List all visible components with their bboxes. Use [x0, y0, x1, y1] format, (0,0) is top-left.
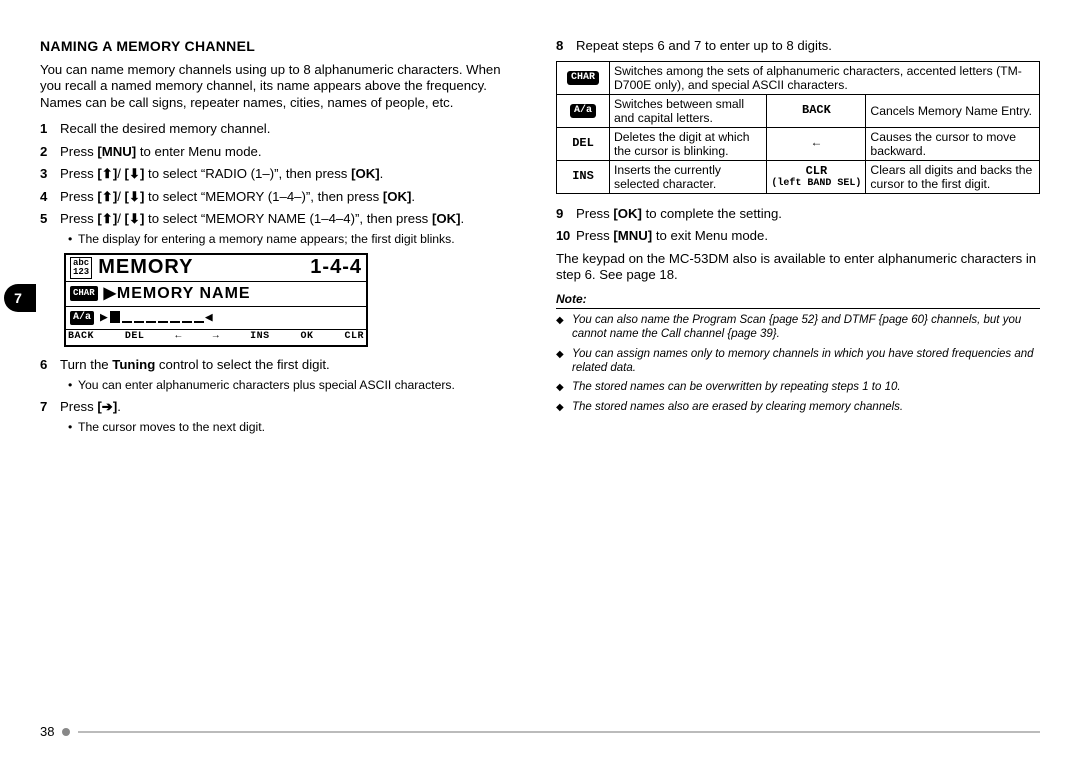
step-number: 10	[556, 228, 574, 245]
step-text: Turn the Tuning control to select the fi…	[60, 357, 330, 372]
closing-paragraph: The keypad on the MC-53DM also is availa…	[556, 251, 1040, 284]
step-item: 3Press [⬆]/ [⬇] to select “RADIO (1–)”, …	[40, 166, 524, 183]
lcd-softkey-label: BACK	[68, 331, 94, 344]
steps-list-left: 1Recall the desired memory channel.2Pres…	[40, 121, 524, 435]
key-icon-cell: CHAR	[557, 61, 610, 94]
footer-rule	[78, 731, 1040, 733]
key-icon-cell: BACK	[767, 94, 866, 127]
step-text: Press [⬆]/ [⬇] to select “RADIO (1–)”, t…	[60, 166, 383, 181]
key-icon-cell: INS	[557, 160, 610, 193]
step-number: 6	[40, 357, 58, 374]
step-text: Repeat steps 6 and 7 to enter up to 8 di…	[576, 38, 832, 53]
char-chip-icon: CHAR	[70, 286, 98, 301]
lcd-menu-title: MEMORY	[98, 255, 310, 280]
step-item: 7Press [➔]. •The cursor moves to the next…	[40, 399, 524, 435]
step-text: Press [➔].	[60, 399, 121, 414]
key-desc-cell: Deletes the digit at which the cursor is…	[610, 127, 767, 160]
steps-list-right-post: 9Press [OK] to complete the setting.10Pr…	[556, 206, 1040, 245]
step-item: 10Press [MNU] to exit Menu mode.	[556, 228, 1040, 245]
lcd-softkey-label: DEL	[125, 331, 145, 344]
page-number: 38	[40, 724, 54, 740]
lcd-menu-index: 1-4-4	[310, 255, 362, 280]
step-text: Press [OK] to complete the setting.	[576, 206, 782, 221]
key-icon-cell: DEL	[557, 127, 610, 160]
lcd-softkey-label: INS	[250, 331, 270, 344]
abc123-icon: abc 123	[70, 257, 92, 279]
notes-heading: Note:	[556, 292, 1040, 309]
lcd-softkey-label: OK	[301, 331, 314, 344]
diamond-bullet-icon: ◆	[556, 349, 564, 362]
key-desc-cell: Inserts the currently selected character…	[610, 160, 767, 193]
lcd-softkey-label: ←	[175, 331, 182, 344]
steps-list-right-pre: 8 Repeat steps 6 and 7 to enter up to 8 …	[556, 38, 1040, 55]
step-item: 2Press [MNU] to enter Menu mode.	[40, 144, 524, 161]
step-number: 7	[40, 399, 58, 416]
lcd-entry-field: ▶◀	[100, 310, 214, 326]
step-subnote: •The display for entering a memory name …	[80, 232, 524, 247]
step-number: 3	[40, 166, 58, 183]
lcd-display: abc 123 MEMORY 1-4-4 CHAR ▶MEMORY NAME A…	[64, 253, 368, 348]
notes-list: ◆You can also name the Program Scan {pag…	[556, 313, 1040, 414]
step-subnote: •The cursor moves to the next digit.	[80, 420, 524, 435]
key-desc-cell: Clears all digits and backs the cursor t…	[866, 160, 1040, 193]
step-item: 5Press [⬆]/ [⬇] to select “MEMORY NAME (…	[40, 211, 524, 247]
step-item: 1Recall the desired memory channel.	[40, 121, 524, 138]
step-text: Press [MNU] to enter Menu mode.	[60, 144, 262, 159]
lcd-softkey-label: CLR	[344, 331, 364, 344]
step-number: 1	[40, 121, 58, 138]
diamond-bullet-icon: ◆	[556, 402, 564, 415]
step-number: 2	[40, 144, 58, 161]
lcd-softkey-row: BACK DEL ← → INS OK CLR	[66, 330, 366, 346]
note-item: ◆The stored names also are erased by cle…	[556, 400, 1040, 414]
step-text: Recall the desired memory channel.	[60, 121, 270, 136]
step-item: 9Press [OK] to complete the setting.	[556, 206, 1040, 223]
key-icon-cell: A/a	[557, 94, 610, 127]
diamond-bullet-icon: ◆	[556, 315, 564, 328]
lcd-row-2: CHAR ▶MEMORY NAME	[66, 282, 366, 307]
step-number: 9	[556, 206, 574, 223]
section-tab: 7	[4, 284, 32, 312]
step-item: 8 Repeat steps 6 and 7 to enter up to 8 …	[556, 38, 1040, 55]
key-desc-cell: Cancels Memory Name Entry.	[866, 94, 1040, 127]
note-item: ◆You can also name the Program Scan {pag…	[556, 313, 1040, 342]
lcd-row-1: abc 123 MEMORY 1-4-4	[66, 255, 366, 282]
step-subnote: •You can enter alphanumeric characters p…	[80, 378, 524, 393]
step-number: 8	[556, 38, 574, 55]
step-item: 4Press [⬆]/ [⬇] to select “MEMORY (1–4–)…	[40, 189, 524, 206]
diamond-bullet-icon: ◆	[556, 382, 564, 395]
step-text: Press [⬆]/ [⬇] to select “MEMORY NAME (1…	[60, 211, 464, 226]
step-text: Press [⬆]/ [⬇] to select “MEMORY (1–4–)”…	[60, 189, 415, 204]
key-desc-cell: Causes the cursor to move backward.	[866, 127, 1040, 160]
lcd-submenu-title: ▶MEMORY NAME	[104, 284, 251, 304]
page-footer: 38	[40, 724, 1040, 740]
section-heading: NAMING A MEMORY CHANNEL	[40, 38, 524, 56]
key-desc-cell: Switches among the sets of alphanumeric …	[610, 61, 1040, 94]
section-tab-number: 7	[14, 290, 22, 306]
lcd-softkey-label: →	[213, 331, 220, 344]
intro-paragraph: You can name memory channels using up to…	[40, 62, 524, 112]
notes-block: Note: ◆You can also name the Program Sca…	[556, 292, 1040, 414]
key-desc-cell: Switches between small and capital lette…	[610, 94, 767, 127]
softkey-table: CHAR Switches among the sets of alphanum…	[556, 61, 1040, 194]
step-text: Press [MNU] to exit Menu mode.	[576, 228, 768, 243]
key-icon-cell: ←	[767, 127, 866, 160]
step-number: 4	[40, 189, 58, 206]
note-item: ◆The stored names can be overwritten by …	[556, 380, 1040, 394]
note-item: ◆You can assign names only to memory cha…	[556, 347, 1040, 376]
key-icon-cell: CLR(left BAND SEL)	[767, 160, 866, 193]
step-item: 6Turn the Tuning control to select the f…	[40, 357, 524, 393]
step-number: 5	[40, 211, 58, 228]
footer-dot-icon	[62, 728, 70, 736]
case-chip-icon: A/a	[70, 311, 94, 326]
lcd-row-3: A/a ▶◀	[66, 307, 366, 330]
